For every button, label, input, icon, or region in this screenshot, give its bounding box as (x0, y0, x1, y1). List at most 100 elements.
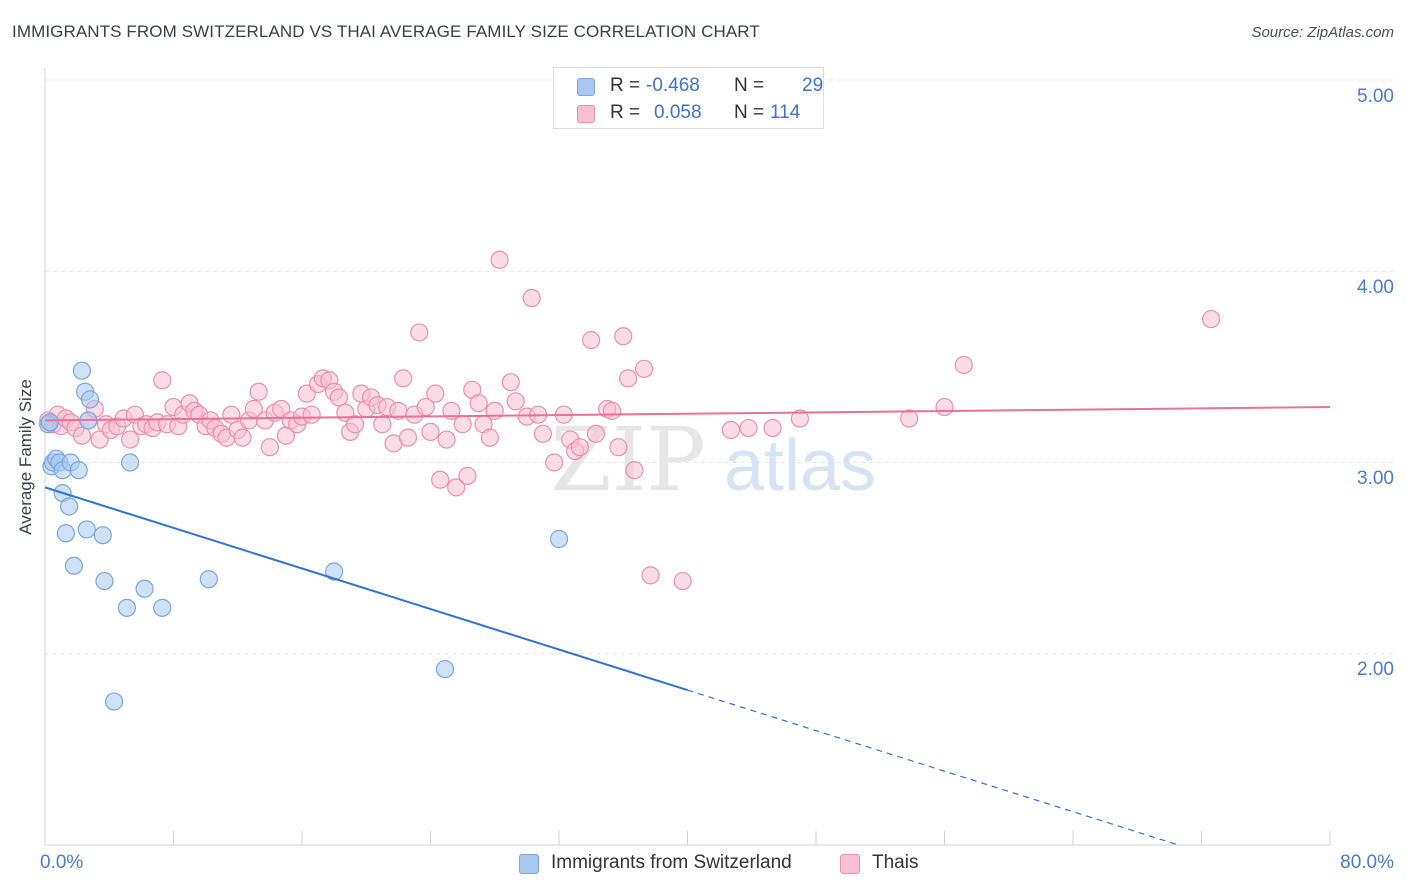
thais-point (763, 418, 782, 438)
x-tick-label-max: 80.0% (1340, 852, 1394, 873)
thais-point (545, 453, 564, 472)
switzerland-point (199, 570, 218, 589)
thais-point (935, 397, 954, 417)
thais-point (72, 426, 92, 445)
switzerland-point (549, 529, 569, 549)
thais-point (394, 369, 413, 388)
thais-point (329, 388, 349, 407)
switzerland-point (135, 579, 154, 598)
axes (44, 68, 1331, 846)
grid-lines (45, 79, 1395, 655)
thais-point (447, 478, 466, 497)
switzerland-point (95, 571, 114, 591)
legend-n-value: 29 (802, 75, 824, 96)
thais-point (249, 382, 268, 401)
legend-r-value: 0.058 (654, 102, 702, 123)
thais-point (153, 371, 172, 390)
thais-point (345, 415, 365, 434)
thais-point (522, 288, 541, 308)
y-axis-label: Average Family Size (16, 379, 35, 535)
switzerland-point (77, 520, 96, 539)
thais-point (506, 392, 525, 411)
thais-point (222, 405, 241, 424)
thais-point (721, 420, 740, 440)
thais-point (260, 438, 279, 457)
switzerland-point (435, 659, 455, 679)
legend-swatch-blue (577, 78, 595, 96)
switzerland-point (117, 598, 137, 617)
bottom-legend-swatch-pink (840, 854, 860, 874)
thais-point (233, 428, 252, 447)
thais-point (586, 424, 606, 443)
thais-point (1202, 309, 1221, 329)
switzerland-point (153, 598, 172, 617)
bottom-legend-series1: Immigrants from Switzerland (551, 852, 792, 873)
thais-point (900, 409, 919, 428)
stats-legend: R = -0.468 N = 29 R = 0.058 N = 114 (553, 67, 824, 129)
source-label: Source: ZipAtlas.com (1251, 24, 1394, 41)
thais-point (602, 401, 622, 420)
thais-point (618, 369, 638, 388)
y-tick-label: 5.00 (1357, 86, 1394, 107)
thais-point (437, 430, 456, 449)
legend-swatch-pink (577, 105, 595, 123)
thais-point (485, 401, 504, 420)
legend-n-value: 114 (770, 102, 801, 123)
watermark: ZIP atlas (550, 408, 876, 511)
y-tick-label: 2.00 (1357, 659, 1394, 680)
trend-lines (44, 406, 1331, 846)
thais-point (625, 461, 644, 480)
watermark-atlas: atlas (724, 426, 876, 506)
switzerland-trend-extension (687, 689, 1179, 846)
thais-point (641, 566, 660, 585)
legend-r-value: -0.468 (646, 75, 700, 96)
bottom-legend-swatch-blue (519, 854, 539, 874)
thais-point (570, 438, 589, 457)
thais-point (635, 359, 654, 378)
chart-title: IMMIGRANTS FROM SWITZERLAND VS THAI AVER… (12, 22, 760, 41)
thais-point (673, 571, 692, 591)
legend-n-label: N = (734, 102, 765, 123)
thais-point (421, 422, 440, 441)
switzerland-point (325, 562, 344, 581)
bottom-legend-series2: Thais (872, 852, 919, 873)
thais-point (501, 373, 520, 392)
legend-r-label: R = (610, 75, 641, 96)
switzerland-points (39, 361, 569, 711)
thais-point (490, 250, 509, 269)
legend-n-label: N = (734, 75, 765, 96)
thais-point (533, 424, 553, 443)
thais-point (469, 394, 488, 413)
thais-point (302, 405, 321, 424)
switzerland-trend-line (44, 486, 688, 692)
switzerland-point (80, 390, 100, 409)
switzerland-point (56, 524, 75, 543)
thais-point (582, 331, 601, 350)
y-tick-label: 4.00 (1357, 277, 1394, 298)
switzerland-point (64, 556, 84, 575)
thais-point (790, 409, 810, 428)
thais-point (431, 470, 450, 489)
thais-point (458, 466, 477, 485)
thais-point (609, 438, 628, 457)
thais-point (373, 415, 392, 434)
switzerland-point (40, 413, 59, 432)
thais-point (410, 323, 429, 342)
thais-point (453, 415, 472, 434)
switzerland-point (59, 497, 79, 516)
thais-point (442, 401, 461, 420)
legend-r-label: R = (610, 102, 641, 123)
thais-point (121, 430, 140, 449)
switzerland-point (72, 361, 92, 380)
thais-point (398, 428, 418, 447)
switzerland-point (104, 692, 124, 711)
thais-point (739, 418, 758, 438)
x-tick-label-min: 0.0% (40, 852, 84, 873)
thais-point (426, 384, 445, 403)
thais-trend-line (44, 406, 1331, 422)
y-tick-label: 3.00 (1357, 468, 1394, 489)
switzerland-point (69, 461, 88, 480)
switzerland-point (93, 526, 112, 545)
thais-point (480, 428, 500, 447)
